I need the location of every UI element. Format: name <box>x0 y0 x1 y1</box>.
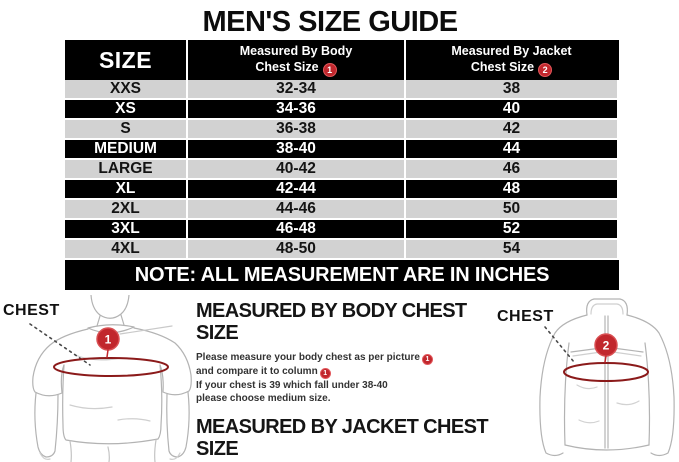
table-row: XXS 32-34 38 <box>65 80 619 100</box>
marker-2-icon: 2 <box>538 63 553 77</box>
header-body-line2: Chest Size 1 <box>255 59 337 77</box>
instructions-block: MEASURED BY BODY CHEST SIZE Please measu… <box>196 300 498 462</box>
body-chest-text: Please measure your body chest as per pi… <box>196 351 498 405</box>
cell-size: LARGE <box>65 160 188 180</box>
cell-body-chest: 32-34 <box>188 80 406 100</box>
body-chest-heading: MEASURED BY BODY CHEST SIZE <box>196 300 467 344</box>
cell-body-chest: 36-38 <box>188 120 406 140</box>
marker-1-icon: 1 <box>319 368 331 379</box>
header-body-line2-text: Chest Size <box>255 60 319 74</box>
cell-jacket-chest: 42 <box>406 120 617 140</box>
cell-jacket-chest: 40 <box>406 100 617 120</box>
shirt-chest-label: CHEST <box>3 302 60 319</box>
jacket-chest-label: CHEST <box>497 308 554 325</box>
table-row: MEDIUM 38-40 44 <box>65 140 619 160</box>
body-line2: and compare it to column <box>196 366 318 377</box>
marker-1-icon: 1 <box>421 354 433 365</box>
cell-body-chest: 44-46 <box>188 200 406 220</box>
header-jacket-chest: Measured By Jacket Chest Size 2 <box>406 40 617 80</box>
jacket-chest-heading: MEASURED BY JACKET CHEST SIZE <box>196 416 489 460</box>
header-jacket-line2-text: Chest Size <box>470 60 535 74</box>
table-body: XXS 32-34 38 XS 34-36 40 S 36-38 42 MEDI… <box>65 80 619 260</box>
measurement-note: NOTE: ALL MEASUREMENT ARE IN INCHES <box>65 260 619 290</box>
cell-size: 2XL <box>65 200 188 220</box>
header-size: SIZE <box>65 40 188 80</box>
table-row: 3XL 46-48 52 <box>65 220 619 240</box>
body-line4: please choose medium size. <box>196 393 331 404</box>
shirt-marker-1-icon: 1 <box>96 327 120 358</box>
cell-size: XXS <box>65 80 188 100</box>
table-row: LARGE 40-42 46 <box>65 160 619 180</box>
cell-body-chest: 40-42 <box>188 160 406 180</box>
size-table: SIZE Measured By Body Chest Size 1 Measur… <box>65 40 619 290</box>
header-jacket-line1: Measured By Jacket <box>451 44 572 58</box>
body-line1: Please measure your body chest as per pi… <box>196 352 420 363</box>
header-jacket-line2: Chest Size 2 <box>470 59 553 77</box>
cell-jacket-chest: 50 <box>406 200 617 220</box>
header-body-line1: Measured By Body <box>239 44 353 58</box>
cell-size: 4XL <box>65 240 188 260</box>
cell-size: XS <box>65 100 188 120</box>
body-line3: If your chest is 39 which fall under 38-… <box>196 380 388 391</box>
header-body-chest: Measured By Body Chest Size 1 <box>188 40 406 80</box>
cell-body-chest: 46-48 <box>188 220 406 240</box>
table-row: XS 34-36 40 <box>65 100 619 120</box>
jacket-marker-2-icon: 2 <box>594 333 618 363</box>
marker-1-icon: 1 <box>322 63 337 77</box>
cell-size: XL <box>65 180 188 200</box>
page-title: MEN'S SIZE GUIDE <box>202 6 458 38</box>
cell-body-chest: 42-44 <box>188 180 406 200</box>
table-row: S 36-38 42 <box>65 120 619 140</box>
cell-size: S <box>65 120 188 140</box>
cell-jacket-chest: 38 <box>406 80 617 100</box>
tshirt-sketch: 1 <box>29 295 192 462</box>
cell-jacket-chest: 46 <box>406 160 617 180</box>
cell-jacket-chest: 52 <box>406 220 617 240</box>
table-header-row: SIZE Measured By Body Chest Size 1 Measur… <box>65 40 619 80</box>
cell-jacket-chest: 44 <box>406 140 617 160</box>
cell-body-chest: 48-50 <box>188 240 406 260</box>
jacket-sketch: 2 <box>539 298 675 457</box>
table-row: 4XL 48-50 54 <box>65 240 619 260</box>
cell-body-chest: 34-36 <box>188 100 406 120</box>
cell-body-chest: 38-40 <box>188 140 406 160</box>
cell-size: 3XL <box>65 220 188 240</box>
table-row: XL 42-44 48 <box>65 180 619 200</box>
shirt-marker-number: 1 <box>105 333 112 347</box>
cell-jacket-chest: 48 <box>406 180 617 200</box>
cell-jacket-chest: 54 <box>406 240 617 260</box>
table-row: 2XL 44-46 50 <box>65 200 619 220</box>
jacket-marker-number: 2 <box>603 339 610 353</box>
cell-size: MEDIUM <box>65 140 188 160</box>
